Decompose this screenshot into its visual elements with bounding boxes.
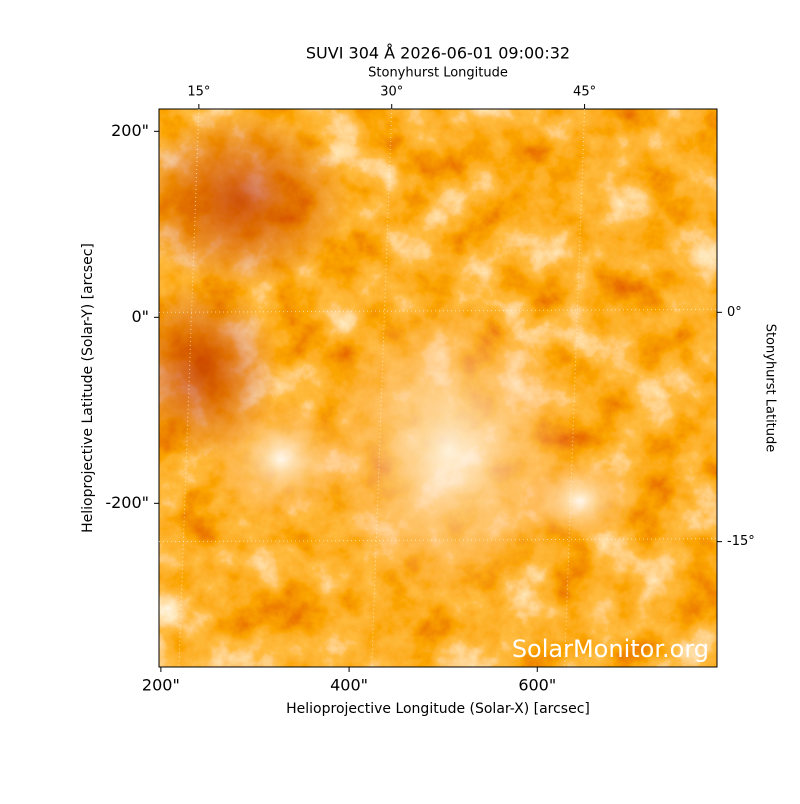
chart-title: SUVI 304 Å 2026-06-01 09:00:32 (306, 44, 570, 63)
plot-frame (158, 108, 718, 668)
y-tick-label: 0" (131, 307, 149, 326)
x-tick-label: 200" (142, 676, 180, 695)
y-tick-label: 200" (111, 121, 149, 140)
x2-tick-label: 30° (380, 85, 403, 100)
solar-image (159, 109, 717, 667)
x-axis-label: Helioprojective Longitude (Solar-X) [arc… (286, 701, 590, 717)
y2-axis-label: Stonyhurst Latitude (763, 324, 778, 453)
x2-axis-label: Stonyhurst Longitude (368, 66, 508, 81)
x-tick-label: 400" (330, 676, 368, 695)
y-tick-label: -200" (105, 493, 149, 512)
x2-tick-label: 45° (573, 85, 596, 100)
y2-tick-label: -15° (727, 534, 755, 549)
x-tick-label: 600" (518, 676, 556, 695)
y-axis-label: Helioprojective Latitude (Solar-Y) [arcs… (80, 243, 96, 533)
y2-tick-label: 0° (727, 305, 742, 320)
watermark: SolarMonitor.org (512, 635, 709, 663)
x2-tick-label: 15° (187, 85, 210, 100)
